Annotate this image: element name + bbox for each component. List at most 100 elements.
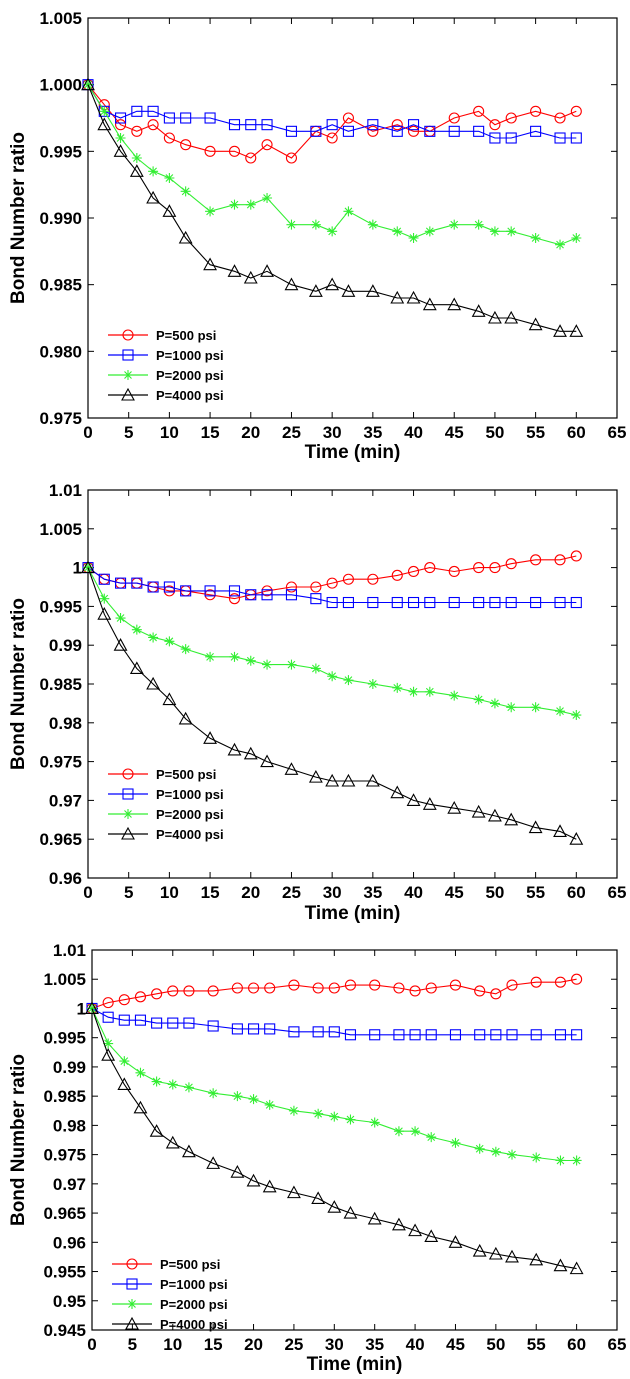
- data-point: [264, 1023, 276, 1035]
- data-point: [530, 125, 542, 137]
- series-line: [91, 1008, 577, 1036]
- y-tick-label: 1.01: [49, 481, 82, 500]
- data-point: [146, 676, 161, 690]
- legend-marker: [123, 809, 133, 819]
- data-point: [474, 1143, 485, 1154]
- data-point: [570, 105, 582, 117]
- data-point: [365, 284, 380, 297]
- series-p-2000-psi: [87, 1003, 582, 1166]
- data-point: [422, 297, 437, 311]
- data-point: [343, 1205, 358, 1219]
- series-line: [87, 567, 577, 716]
- x-tick-label: 0: [87, 1335, 96, 1354]
- data-point: [162, 692, 177, 706]
- data-point: [228, 119, 241, 131]
- y-tick-label: 1: [73, 559, 82, 578]
- data-point: [505, 558, 517, 570]
- data-point: [505, 112, 517, 124]
- legend-marker: [125, 1316, 139, 1330]
- data-point: [553, 324, 567, 337]
- data-point: [312, 1026, 324, 1038]
- data-point: [392, 226, 403, 237]
- data-point: [228, 593, 241, 605]
- data-point: [247, 1023, 260, 1035]
- data-point: [85, 1001, 99, 1015]
- data-point: [390, 785, 405, 799]
- data-point: [425, 982, 437, 994]
- data-point: [367, 596, 379, 609]
- x-tick-label: 5: [124, 883, 133, 902]
- data-point: [343, 675, 354, 686]
- data-point: [308, 769, 323, 783]
- data-point: [260, 754, 274, 768]
- data-point: [115, 112, 127, 124]
- data-point: [554, 112, 566, 124]
- data-point: [407, 125, 420, 137]
- series-p-4000-psi: [85, 1001, 584, 1275]
- data-point: [487, 310, 502, 324]
- data-point: [148, 166, 159, 177]
- data-point: [151, 988, 163, 1000]
- y-tick-label: 1.000: [39, 76, 82, 95]
- data-point: [490, 1029, 502, 1041]
- legend-label: P=1000 psi: [160, 1277, 228, 1292]
- data-point: [473, 219, 484, 230]
- legend-label: P=500 psi: [156, 328, 216, 343]
- data-point: [391, 596, 403, 609]
- x-axis-title: Time (min): [305, 442, 401, 463]
- data-point: [183, 1082, 194, 1093]
- legend-label: P=2000 psi: [160, 1297, 228, 1312]
- series-p-2000-psi: [83, 562, 582, 721]
- data-point: [204, 145, 216, 157]
- data-point: [342, 112, 354, 124]
- data-point: [312, 982, 324, 994]
- data-point: [81, 560, 95, 574]
- x-tick-label: 15: [201, 423, 220, 442]
- data-point: [260, 264, 274, 277]
- data-point: [570, 596, 582, 609]
- data-point: [450, 1137, 461, 1148]
- data-point: [507, 1149, 517, 1160]
- data-point: [473, 694, 484, 705]
- data-point: [528, 317, 543, 331]
- data-point: [424, 686, 435, 697]
- data-point: [328, 1026, 340, 1038]
- data-point: [489, 132, 501, 144]
- data-point: [505, 1249, 519, 1263]
- data-point: [570, 550, 582, 562]
- data-point: [248, 1094, 259, 1105]
- data-point: [207, 1020, 219, 1032]
- y-tick-label: 0.985: [43, 1087, 86, 1106]
- data-point: [119, 1056, 130, 1067]
- data-point: [165, 1135, 180, 1149]
- legend-marker: [123, 370, 133, 380]
- y-tick-label: 0.985: [39, 675, 82, 694]
- data-point: [230, 1165, 245, 1178]
- data-point: [134, 991, 147, 1003]
- y-tick-label: 0.965: [43, 1204, 86, 1223]
- data-point: [488, 1246, 503, 1260]
- data-point: [247, 982, 260, 994]
- data-point: [406, 793, 421, 806]
- data-point: [473, 105, 485, 117]
- data-point: [262, 1179, 277, 1193]
- data-point: [391, 1217, 406, 1231]
- data-point: [203, 257, 218, 271]
- y-tick-label: 0.97: [49, 791, 82, 810]
- x-tick-label: 35: [363, 423, 382, 442]
- data-point: [343, 206, 354, 217]
- data-point: [570, 132, 582, 144]
- series-p-500-psi: [82, 79, 582, 164]
- data-point: [284, 762, 299, 775]
- data-point: [393, 1029, 405, 1041]
- data-point: [344, 1029, 357, 1041]
- data-point: [409, 985, 421, 997]
- x-tick-label: 40: [406, 1335, 425, 1354]
- data-point: [555, 706, 566, 717]
- data-point: [393, 1126, 404, 1137]
- data-point: [285, 589, 298, 601]
- legend-marker: [122, 768, 134, 780]
- data-point: [261, 119, 273, 131]
- y-tick-label: 0.995: [39, 597, 82, 616]
- data-point: [449, 979, 462, 991]
